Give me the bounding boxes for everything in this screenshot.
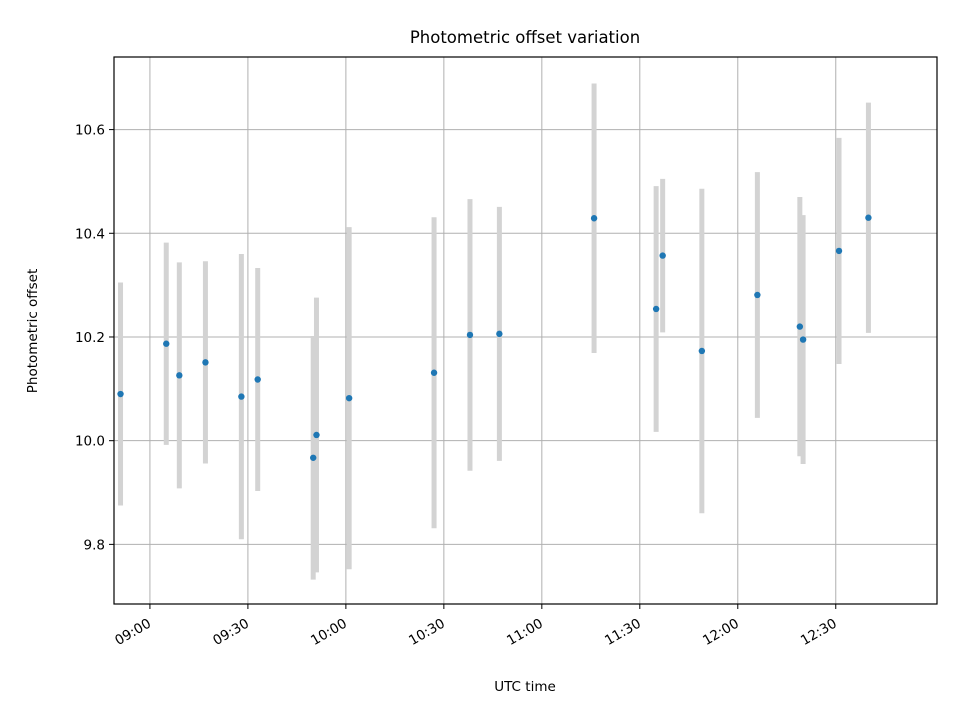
data-point xyxy=(466,331,474,339)
y-tick-label: 10.0 xyxy=(75,434,105,450)
plot-frame xyxy=(113,56,938,605)
x-axis-label: UTC time xyxy=(494,679,556,695)
chart-title: Photometric offset variation xyxy=(410,28,640,47)
y-axis-label: Photometric offset xyxy=(25,269,41,393)
data-point xyxy=(799,336,807,343)
data-point xyxy=(835,247,843,255)
data-point xyxy=(202,359,209,366)
data-points xyxy=(117,214,872,461)
data-point xyxy=(176,372,183,379)
y-tick-label: 10.6 xyxy=(75,123,105,139)
data-point xyxy=(796,323,804,330)
data-point xyxy=(659,252,666,259)
data-point xyxy=(496,330,503,338)
y-tick-label: 10.2 xyxy=(75,330,105,346)
data-point xyxy=(652,305,660,313)
data-point xyxy=(238,393,245,400)
data-point xyxy=(754,291,761,299)
data-point xyxy=(310,454,317,461)
y-tick-label: 10.4 xyxy=(75,226,105,242)
data-point xyxy=(345,394,353,402)
data-point xyxy=(254,376,261,383)
y-axis: 9.8 10.0 10.2 10.4 10.6 xyxy=(75,123,114,553)
data-point xyxy=(117,390,124,398)
data-point xyxy=(163,340,170,347)
data-point xyxy=(430,369,438,376)
data-point xyxy=(698,347,706,355)
data-point xyxy=(590,215,598,222)
data-point xyxy=(313,431,320,439)
data-point xyxy=(865,214,872,221)
y-tick-label: 9.8 xyxy=(84,537,105,553)
